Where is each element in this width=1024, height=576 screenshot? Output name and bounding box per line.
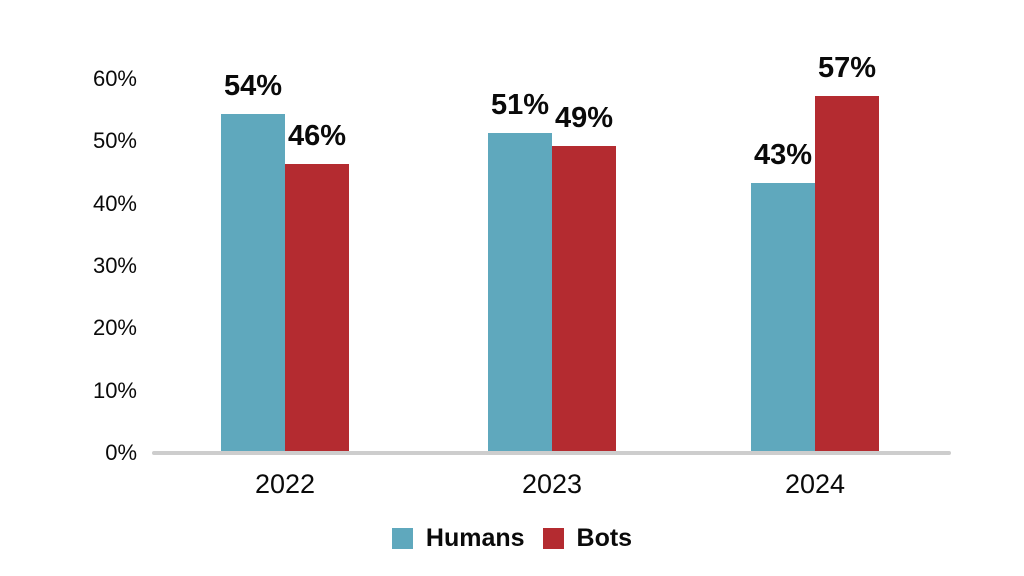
bar-humans-2024 (751, 182, 815, 451)
value-label-bots-2024: 57% (817, 51, 877, 84)
x-label-2024: 2024 (784, 469, 846, 499)
legend-label-bots: Bots (576, 524, 633, 552)
legend-label-humans: Humans (425, 524, 525, 552)
legend-item-humans: Humans (391, 524, 525, 553)
x-label-2023: 2023 (521, 469, 583, 499)
x-label-2022: 2022 (254, 469, 316, 499)
value-label-humans-2022: 54% (223, 70, 283, 103)
y-tick-label: 60% (92, 66, 137, 91)
value-label-humans-2024: 43% (753, 138, 813, 171)
y-tick-label: 0% (105, 440, 137, 465)
bar-bots-2022 (285, 164, 349, 451)
legend-item-bots: Bots (542, 524, 633, 553)
value-label-bots-2022: 46% (287, 120, 347, 153)
y-tick-label: 50% (92, 128, 137, 154)
bar-bots-2024 (815, 95, 879, 451)
legend-swatch-humans (391, 528, 413, 549)
x-axis-line (152, 451, 951, 455)
y-tick-label: 30% (92, 253, 137, 278)
y-tick-label: 10% (92, 377, 137, 403)
y-tick-label: 20% (92, 315, 137, 341)
bar-bots-2023 (552, 145, 616, 451)
value-label-bots-2023: 49% (554, 101, 614, 134)
legend-swatch-bots (542, 528, 564, 549)
bar-humans-2023 (488, 133, 552, 451)
value-label-humans-2023: 51% (490, 89, 550, 122)
y-tick-label: 40% (92, 190, 137, 216)
bar-humans-2022 (221, 114, 285, 451)
legend: Humans Bots (0, 524, 1024, 553)
